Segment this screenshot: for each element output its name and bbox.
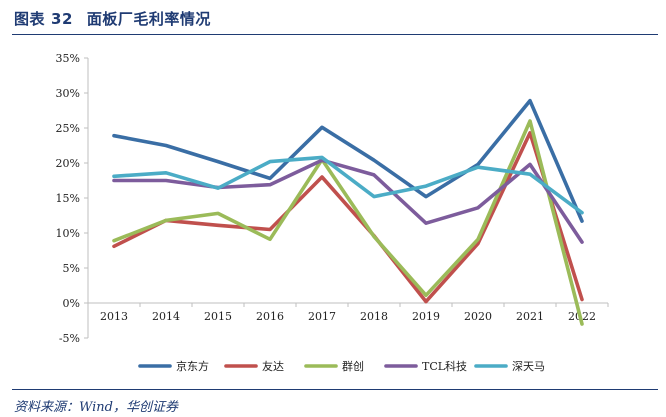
y-axis-ticks: -5% 0% 5% 10% 15% 20% 25% 30% 35%	[56, 52, 88, 345]
y-tick-label: 35%	[56, 52, 80, 65]
x-tick-label: 2014	[152, 310, 180, 323]
y-tick-label: 5%	[63, 262, 80, 275]
x-tick-label: 2018	[360, 310, 388, 323]
figure-label: 图表	[14, 10, 46, 28]
legend: 京东方 友达 群创 TCL科技 深天马	[138, 359, 545, 373]
y-tick-label: 0%	[63, 297, 80, 310]
x-tick-label: 2022	[568, 310, 596, 323]
legend-label-5: 深天马	[512, 360, 545, 373]
series-lines	[112, 98, 584, 326]
series-line-3	[112, 119, 584, 326]
series-line-1	[112, 98, 584, 223]
y-tick-label: 20%	[56, 157, 80, 170]
source-rule	[12, 389, 658, 390]
legend-label-4: TCL科技	[422, 359, 467, 373]
figure-title-text: 面板厂毛利率情况	[86, 10, 211, 28]
y-tick-label: 30%	[56, 87, 80, 100]
figure-number: 32	[51, 10, 73, 28]
legend-label-3: 群创	[342, 359, 364, 373]
figure-title: 图表 32 面板厂毛利率情况	[14, 8, 211, 29]
x-tick-label: 2021	[516, 310, 544, 323]
x-tick-label: 2020	[464, 310, 492, 323]
title-rule	[12, 34, 658, 35]
x-tick-label: 2016	[256, 310, 284, 323]
y-tick-label: 10%	[56, 227, 80, 240]
legend-label-1: 京东方	[176, 359, 209, 373]
series-line-5	[112, 155, 584, 215]
x-axis-ticks: 2013 2014 2015 2016 2017 2018 2019 2020 2021 2022	[87, 303, 609, 323]
y-tick-label: 25%	[56, 122, 80, 135]
x-tick-label: 2015	[204, 310, 232, 323]
source-note: 资料来源：Wind，华创证券	[14, 400, 178, 415]
y-tick-label: -5%	[59, 332, 80, 345]
series-line-4	[112, 158, 584, 244]
legend-label-2: 友达	[262, 359, 284, 373]
line-chart: -5%0%5%10%15%20%25%30%35% 2013 2014 2015 20…	[56, 52, 609, 373]
x-tick-label: 2019	[412, 310, 440, 323]
y-tick-label: 15%	[56, 192, 80, 205]
x-tick-label: 2013	[100, 310, 128, 323]
x-tick-label: 2017	[308, 310, 336, 323]
